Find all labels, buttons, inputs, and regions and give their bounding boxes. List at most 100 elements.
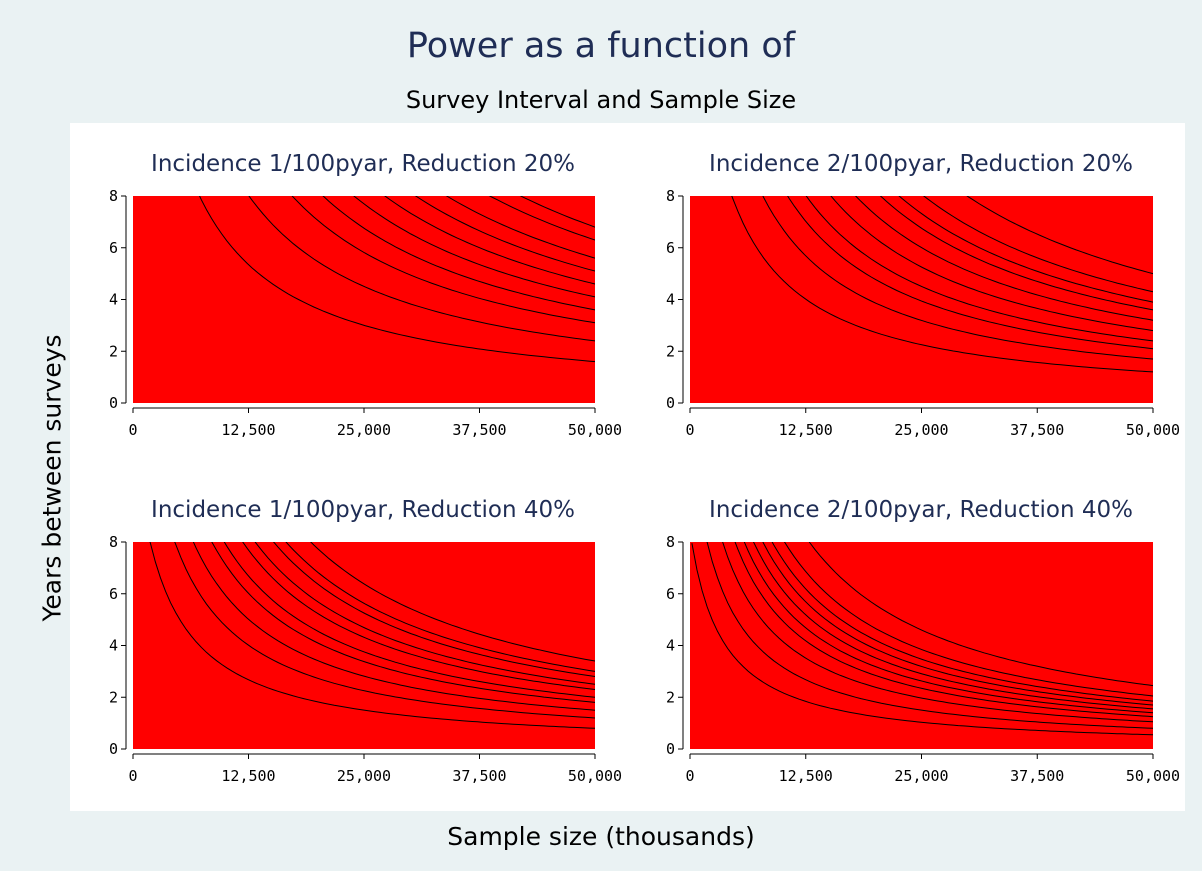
heatmap-band	[702, 196, 1153, 385]
x-tick-label: 12,500	[779, 421, 833, 439]
heatmap-band	[135, 186, 597, 194]
contour-line	[879, 196, 1153, 311]
x-tick-label: 37,500	[452, 767, 506, 785]
y-tick-label: 4	[109, 291, 118, 309]
contour-line	[722, 542, 1153, 723]
x-tick-label: 37,500	[452, 421, 506, 439]
x-tick-label: 0	[685, 421, 694, 439]
y-tick-label: 6	[666, 239, 675, 257]
contour-line	[310, 542, 595, 662]
y-tick-label: 0	[109, 740, 118, 758]
y-tick-label: 0	[666, 394, 675, 412]
x-tick-label: 50,000	[568, 767, 622, 785]
chart-title: Power as a function of	[406, 26, 796, 66]
x-tick-label: 25,000	[894, 421, 948, 439]
contour-line	[248, 196, 595, 342]
y-tick-label: 8	[109, 187, 118, 205]
x-tick-label: 0	[685, 767, 694, 785]
y-tick-label: 0	[109, 394, 118, 412]
y-tick-label: 2	[109, 342, 118, 360]
x-tick-label: 50,000	[1126, 767, 1180, 785]
x-tick-label: 12,500	[221, 421, 275, 439]
x-tick-label: 25,000	[894, 767, 948, 785]
y-tick-label: 2	[109, 688, 118, 706]
heatmap-band	[135, 186, 597, 194]
contour-line	[242, 542, 595, 690]
contour-line	[353, 196, 595, 298]
y-tick-label: 2	[666, 688, 675, 706]
y-tick-label: 4	[666, 291, 675, 309]
contour-line	[771, 542, 1153, 702]
panel-title: Incidence 2/100pyar, Reduction 20%	[709, 151, 1133, 177]
panel-2: Incidence 2/100pyar, Reduction 20% 0 2 4 6 8 0…	[666, 151, 1180, 439]
panel-title: Incidence 1/100pyar, Reduction 40%	[151, 497, 575, 523]
panel-title: Incidence 2/100pyar, Reduction 40%	[709, 497, 1133, 523]
contour-line	[273, 542, 595, 677]
panel-title: Incidence 1/100pyar, Reduction 20%	[151, 151, 575, 177]
contour-line	[199, 196, 595, 363]
y-tick-label: 8	[666, 533, 675, 551]
contour-line	[966, 196, 1153, 275]
y-tick-label: 4	[109, 637, 118, 655]
contour-line	[706, 542, 1153, 729]
y-tick-label: 4	[666, 637, 675, 655]
contour-line	[211, 542, 595, 703]
x-tick-label: 12,500	[221, 767, 275, 785]
contour-line	[291, 196, 595, 324]
heatmap-band	[159, 196, 595, 379]
panel-1: Incidence 1/100pyar, Reduction 20% 0 2 4 6 8 0…	[109, 151, 622, 439]
contour-line	[174, 542, 595, 719]
contour-line	[488, 196, 595, 241]
contour-line	[752, 542, 1153, 710]
heatmap-field	[690, 542, 1153, 749]
contour-line	[805, 196, 1153, 342]
contour-line	[808, 542, 1153, 687]
contour-line	[384, 196, 595, 285]
y-tick-label: 6	[666, 585, 675, 603]
x-tick-label: 25,000	[337, 767, 391, 785]
contour-line	[734, 542, 1153, 718]
heatmap-field	[133, 176, 597, 403]
x-tick-label: 37,500	[1010, 767, 1064, 785]
heatmap-band	[135, 176, 597, 194]
contour-line	[445, 196, 595, 259]
contour-line	[762, 542, 1153, 706]
contour-line	[923, 196, 1153, 293]
contour-line	[254, 542, 595, 685]
chart-subtitle: Survey Interval and Sample Size	[405, 86, 797, 114]
heatmap-band	[135, 182, 597, 194]
x-axis-label: Sample size (thousands)	[447, 822, 755, 851]
contour-line	[223, 542, 595, 698]
contour-line	[149, 542, 595, 729]
x-tick-label: 50,000	[568, 421, 622, 439]
contour-line	[414, 196, 595, 272]
contour-line	[743, 542, 1153, 714]
y-tick-label: 0	[666, 740, 675, 758]
y-tick-label: 6	[109, 239, 118, 257]
contour-line	[783, 542, 1153, 697]
contour-line	[691, 543, 1153, 736]
heatmap-field	[133, 542, 595, 749]
x-tick-label: 50,000	[1126, 421, 1180, 439]
x-tick-label: 0	[128, 767, 137, 785]
y-tick-label: 8	[666, 187, 675, 205]
heatmap-field	[690, 196, 1153, 403]
x-tick-label: 25,000	[337, 421, 391, 439]
contour-line	[322, 196, 595, 311]
y-tick-label: 2	[666, 342, 675, 360]
y-tick-label: 8	[109, 533, 118, 551]
x-tick-label: 37,500	[1010, 421, 1064, 439]
panel-3: Incidence 1/100pyar, Reduction 40% 0 2 4 6 8 0…	[109, 497, 622, 785]
contour-line	[855, 196, 1153, 321]
x-tick-label: 0	[128, 421, 137, 439]
contour-line	[762, 196, 1153, 360]
y-tick-label: 6	[109, 585, 118, 603]
contour-line	[285, 542, 595, 672]
panel-4: Incidence 2/100pyar, Reduction 40% 0 2 4 6 8 0…	[666, 497, 1180, 785]
contour-line	[787, 196, 1153, 350]
contour-line	[731, 196, 1153, 373]
heatmap-band	[691, 542, 1153, 741]
contour-line	[192, 542, 595, 711]
x-tick-label: 12,500	[779, 767, 833, 785]
